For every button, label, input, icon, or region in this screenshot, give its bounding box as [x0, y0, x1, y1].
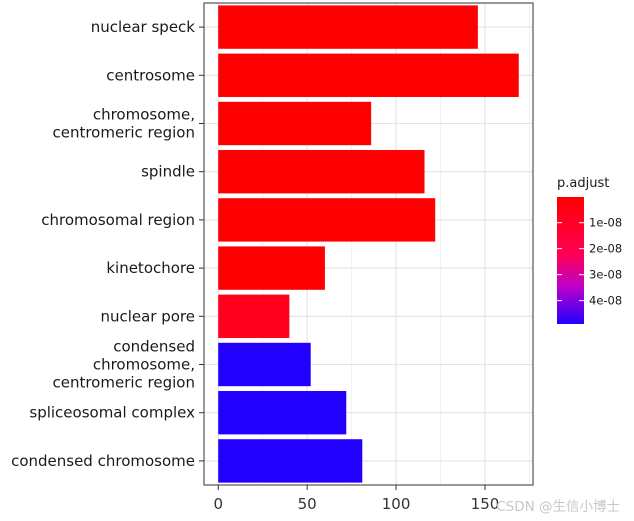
legend-tick-label: 1e-08 [589, 216, 622, 230]
bar [218, 101, 372, 146]
y-tick-label: spliceosomal complex [29, 404, 195, 422]
legend: p.adjust 1e-08 2e-08 3e-08 4e-08 [557, 176, 622, 324]
x-tick-label: 150 [471, 495, 500, 513]
watermark: CSDN @生信小博士 [496, 499, 620, 515]
bar [218, 5, 478, 49]
bar [218, 150, 425, 194]
legend-ticks: 1e-08 2e-08 3e-08 4e-08 [557, 216, 622, 308]
bar [218, 246, 325, 290]
y-axis-labels: nuclear speck centrosome chromosome, centro… [11, 18, 204, 470]
bar [218, 439, 363, 483]
x-tick-label: 100 [382, 495, 411, 513]
legend-tick-label: 4e-08 [589, 294, 622, 308]
bar [218, 294, 290, 338]
x-axis: 0 50 100 150 [213, 485, 499, 513]
legend-title: p.adjust [557, 176, 609, 191]
bar [218, 53, 519, 97]
x-tick-label: 0 [213, 495, 223, 513]
bar [218, 198, 436, 242]
y-tick-label: condensed chromosome [11, 452, 195, 470]
bars [218, 5, 519, 483]
bar [218, 391, 347, 435]
y-tick-label: centrosome [106, 66, 195, 84]
bar [218, 342, 311, 387]
panel-border [203, 2, 534, 486]
y-tick-label: condensed chromosome, centromeric region [52, 338, 195, 392]
y-tick-label: chromosome, centromeric region [52, 106, 195, 142]
legend-tick-label: 2e-08 [589, 242, 622, 256]
legend-tick-label: 3e-08 [589, 268, 622, 282]
y-tick-label: spindle [141, 163, 195, 181]
y-tick-label: kinetochore [106, 259, 195, 277]
y-tick-label: chromosomal region [41, 211, 195, 229]
y-tick-label: nuclear speck [91, 18, 196, 36]
y-tick-label: nuclear pore [100, 307, 195, 325]
legend-colorbar [557, 197, 584, 324]
x-tick-label: 50 [298, 495, 317, 513]
